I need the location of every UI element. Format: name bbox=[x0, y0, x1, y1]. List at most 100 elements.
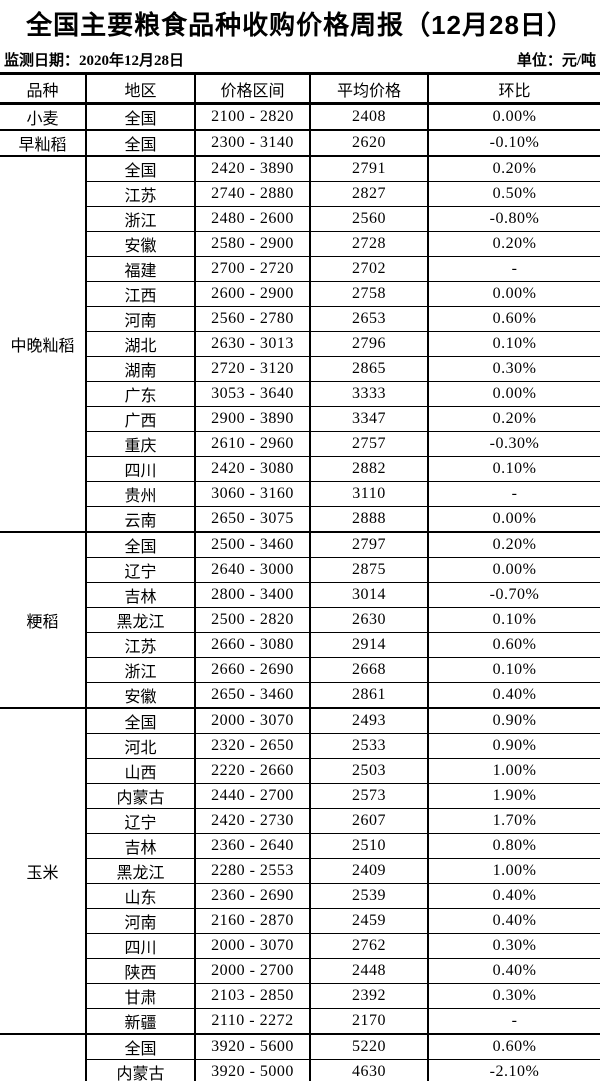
table-row: 黑龙江 2280 - 2553 2409 1.00% bbox=[0, 858, 600, 884]
avg-price-cell: 3333 bbox=[309, 381, 428, 407]
table-row: 云南 2650 - 3075 2888 0.00% bbox=[0, 506, 600, 532]
table-row: 福建 2700 - 2720 2702- bbox=[0, 256, 600, 282]
change-cell: 0.90% bbox=[427, 707, 600, 734]
change-cell: 0.90% bbox=[427, 733, 600, 759]
avg-price-cell: 3110 bbox=[309, 481, 428, 507]
price-range-cell: 2420 - 3890 bbox=[194, 155, 310, 182]
change-cell: 1.00% bbox=[427, 758, 600, 784]
grain-price-table: 品种 地区 价格区间 平均价格 环比 小麦全国 2100 - 2820 2408 0.… bbox=[0, 72, 600, 1081]
price-range-cell: 2630 - 3013 bbox=[194, 331, 310, 357]
avg-price-cell: 2865 bbox=[309, 356, 428, 382]
avg-price-cell: 2607 bbox=[309, 808, 428, 834]
region-cell: 湖北 bbox=[85, 331, 195, 357]
price-table-body: 小麦 全国 2100 - 2820 2408 0.00% 早籼稻 全国 2300 - 3140… bbox=[0, 102, 600, 1081]
change-cell: 0.60% bbox=[427, 632, 600, 658]
unit-label: 单位：元/吨 bbox=[516, 53, 596, 69]
table-row: 浙江 2480 - 2600 2560 -0.80% bbox=[0, 206, 600, 232]
price-range-cell: 2160 - 2870 bbox=[194, 908, 310, 934]
region-cell: 新疆 bbox=[85, 1008, 195, 1034]
avg-price-cell: 2797 bbox=[309, 531, 428, 558]
meta-row: 监测日期：2020年12月28日 单位：元/吨 bbox=[0, 52, 600, 70]
price-range-cell: 3920 - 5600 bbox=[194, 1033, 310, 1060]
region-cell: 河南 bbox=[85, 306, 195, 332]
table-row: 内蒙古 2440 - 2700 2573 1.90% bbox=[0, 783, 600, 809]
avg-price-cell: 2762 bbox=[309, 933, 428, 959]
price-range-cell: 2360 - 2690 bbox=[194, 883, 310, 909]
price-range-cell: 2320 - 2650 bbox=[194, 733, 310, 759]
table-row: 山西 2220 - 2660 2503 1.00% bbox=[0, 758, 600, 784]
change-cell: -2.10% bbox=[427, 1059, 600, 1081]
change-cell: 0.00% bbox=[427, 506, 600, 532]
avg-price-cell: 2758 bbox=[309, 281, 428, 307]
table-row: 安徽 2650 - 3460 2861 0.40% bbox=[0, 682, 600, 708]
table-row: 粳稻 全国 2500 - 3460 2797 0.20% bbox=[0, 531, 600, 708]
region-cell: 贵州 bbox=[85, 481, 195, 507]
table-row: 内蒙古 3920 - 5000 4630 -2.10% bbox=[0, 1059, 600, 1081]
table-row: 辽宁 2420 - 2730 2607 1.70% bbox=[0, 808, 600, 834]
change-cell: 0.80% bbox=[427, 833, 600, 859]
region-cell: 山东 bbox=[85, 883, 195, 909]
change-cell: - bbox=[427, 481, 600, 507]
region-cell: 全国 bbox=[85, 155, 195, 182]
header-price-range: 价格区间 bbox=[194, 73, 310, 105]
table-row: 吉林 2360 - 2640 2510 0.80% bbox=[0, 833, 600, 859]
change-cell: 0.40% bbox=[427, 883, 600, 909]
avg-price-cell: 2791 bbox=[309, 155, 428, 182]
change-cell: - bbox=[427, 256, 600, 282]
avg-price-cell: 2448 bbox=[309, 958, 428, 984]
price-range-cell: 2580 - 2900 bbox=[194, 231, 310, 257]
price-range-cell: 2100 - 2820 bbox=[194, 102, 310, 130]
avg-price-cell: 2503 bbox=[309, 758, 428, 784]
change-cell: 0.60% bbox=[427, 306, 600, 332]
avg-price-cell: 2573 bbox=[309, 783, 428, 809]
change-cell: - bbox=[427, 1008, 600, 1034]
price-range-cell: 2280 - 2553 bbox=[194, 858, 310, 884]
avg-price-cell: 2827 bbox=[309, 181, 428, 207]
region-cell: 广西 bbox=[85, 406, 195, 432]
region-cell: 吉林 bbox=[85, 833, 195, 859]
table-header: 品种 地区 价格区间 平均价格 环比 bbox=[0, 73, 600, 105]
change-cell: 0.50% bbox=[427, 181, 600, 207]
avg-price-cell: 2408 bbox=[309, 102, 428, 130]
price-range-cell: 2660 - 3080 bbox=[194, 632, 310, 658]
table-row: 江苏 2740 - 2880 2827 0.50% bbox=[0, 181, 600, 207]
table-row: 新疆 2110 - 2272 2170- bbox=[0, 1008, 600, 1034]
price-range-cell: 2700 - 2720 bbox=[194, 256, 310, 282]
region-cell: 全国 bbox=[85, 707, 195, 734]
table-row: 四川 2000 - 3070 2762 0.30% bbox=[0, 933, 600, 959]
change-cell: 0.40% bbox=[427, 682, 600, 708]
price-range-cell: 2480 - 2600 bbox=[194, 206, 310, 232]
avg-price-cell: 2757 bbox=[309, 431, 428, 457]
variety-cell: 中晚籼稻 bbox=[0, 155, 86, 532]
price-range-cell: 2500 - 2820 bbox=[194, 607, 310, 633]
avg-price-cell: 2409 bbox=[309, 858, 428, 884]
change-cell: -0.30% bbox=[427, 431, 600, 457]
price-range-cell: 2740 - 2880 bbox=[194, 181, 310, 207]
table-row: 浙江 2660 - 2690 2668 0.10% bbox=[0, 657, 600, 683]
table-row: 河北 2320 - 2650 2533 0.90% bbox=[0, 733, 600, 759]
price-range-cell: 3053 - 3640 bbox=[194, 381, 310, 407]
price-range-cell: 2660 - 2690 bbox=[194, 657, 310, 683]
region-cell: 河北 bbox=[85, 733, 195, 759]
region-cell: 福建 bbox=[85, 256, 195, 282]
price-range-cell: 2640 - 3000 bbox=[194, 557, 310, 583]
variety-cell: 小麦 bbox=[0, 102, 86, 130]
avg-price-cell: 2493 bbox=[309, 707, 428, 734]
avg-price-cell: 2653 bbox=[309, 306, 428, 332]
region-cell: 重庆 bbox=[85, 431, 195, 457]
change-cell: 0.60% bbox=[427, 1033, 600, 1060]
change-cell: 1.90% bbox=[427, 783, 600, 809]
price-range-cell: 2000 - 2700 bbox=[194, 958, 310, 984]
change-cell: 1.70% bbox=[427, 808, 600, 834]
region-cell: 浙江 bbox=[85, 657, 195, 683]
price-range-cell: 2650 - 3075 bbox=[194, 506, 310, 532]
region-cell: 内蒙古 bbox=[85, 783, 195, 809]
variety-cell: 粳稻 bbox=[0, 531, 86, 708]
header-change: 环比 bbox=[427, 73, 600, 105]
change-cell: 0.20% bbox=[427, 155, 600, 182]
table-row: 吉林 2800 - 3400 3014 -0.70% bbox=[0, 582, 600, 608]
avg-price-cell: 2392 bbox=[309, 983, 428, 1009]
change-cell: 0.20% bbox=[427, 406, 600, 432]
price-range-cell: 2650 - 3460 bbox=[194, 682, 310, 708]
table-row: 江西 2600 - 2900 2758 0.00% bbox=[0, 281, 600, 307]
